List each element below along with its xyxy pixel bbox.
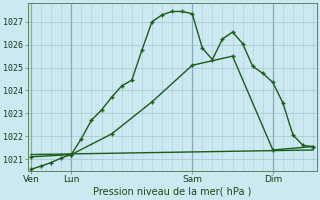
X-axis label: Pression niveau de la mer( hPa ): Pression niveau de la mer( hPa ) [93, 187, 251, 197]
